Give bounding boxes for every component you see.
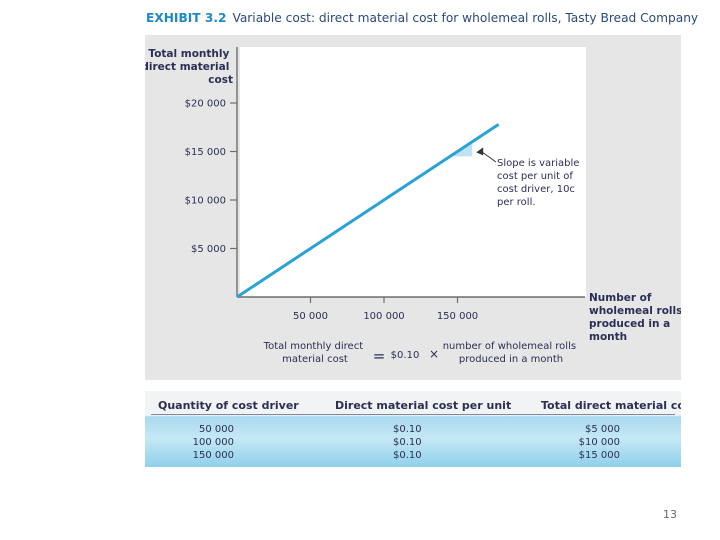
y-axis-title: Total monthly direct material cost — [145, 48, 233, 86]
series-line — [236, 123, 500, 299]
table-cell-r2-c3: $10 000 — [578, 437, 620, 448]
table-header-unit-cost: Direct material cost per unit — [335, 399, 512, 412]
annotation-leader — [480, 150, 497, 163]
y-axis-title-line-3: cost — [208, 74, 233, 86]
x-axis-title-line-1: Number of — [589, 292, 652, 304]
table-cell-r2-c2: $0.10 — [393, 437, 422, 448]
line-chart: Total monthly direct material cost Numbe… — [145, 47, 681, 365]
table-header-rule — [151, 414, 675, 415]
table-column-unit-cost: $0.10 $0.10 $0.10 — [393, 423, 422, 462]
equation-rhs-line-2: produced in a month — [459, 354, 563, 365]
table-cell-r1-c2: $0.10 — [393, 424, 422, 435]
y-ticks: $20 000 $15 000 $10 000 $5 000 — [185, 99, 237, 255]
x-tick-label-2: 150 000 — [437, 311, 478, 322]
exhibit-title: EXHIBIT 3.2 Variable cost: direct materia… — [146, 11, 698, 25]
annotation-line-1: Slope is variable — [497, 158, 579, 169]
equation-lhs-line-2: material cost — [282, 354, 348, 365]
table-cell-r1-c1: 50 000 — [199, 424, 234, 435]
series-layer — [236, 123, 500, 299]
equals-sign: = — [373, 347, 386, 365]
table-column-total-cost: $5 000 $10 000 $15 000 — [579, 423, 620, 462]
x-tick-label-0: 50 000 — [293, 311, 328, 322]
equation-lhs: Total monthly direct material cost — [263, 341, 367, 365]
annotation-text: Slope is variable cost per unit of cost dr… — [497, 158, 579, 208]
y-tick-label-3: $5 000 — [191, 244, 226, 255]
y-tick-label-0: $20 000 — [185, 99, 226, 110]
table-cell-r2-c1: 100 000 — [192, 437, 234, 448]
x-axis-title-line-4: month — [589, 331, 627, 343]
x-ticks: 50 000 100 000 150 000 — [293, 297, 478, 322]
table-header-total-cost: Total direct material cost — [541, 399, 681, 412]
equation-rhs-line-1: number of wholemeal rolls — [443, 341, 576, 352]
times-sign: × — [429, 347, 439, 361]
y-axis-title-line-1: Total monthly — [148, 48, 229, 60]
annotation-line-3: cost driver, 10c — [497, 184, 575, 195]
table-cell-r3-c3: $15 000 — [578, 450, 620, 461]
page-number: 13 — [663, 508, 677, 521]
annotation-arrowhead — [476, 147, 484, 156]
table-header-quantity: Quantity of cost driver — [158, 399, 299, 412]
x-tick-label-1: 100 000 — [363, 311, 404, 322]
x-axis-title-line-3: produced in a — [589, 318, 670, 330]
y-tick-label-1: $15 000 — [185, 147, 226, 158]
x-axis-title-line-2: wholemeal rolls — [589, 305, 681, 317]
equation-rate: $0.10 — [391, 350, 420, 361]
cost-equation: Total monthly direct material cost = $0.… — [263, 341, 580, 365]
annotation-line-4: per roll. — [497, 197, 536, 208]
exhibit-label: EXHIBIT 3.2 — [146, 11, 227, 25]
table-column-quantity: 50 000 100 000 150 000 — [193, 423, 234, 462]
table-cell-r1-c3: $5 000 — [585, 424, 620, 435]
equation-lhs-line-1: Total monthly direct — [263, 341, 364, 352]
chart-panel: Total monthly direct material cost Numbe… — [145, 35, 681, 380]
y-tick-label-2: $10 000 — [185, 196, 226, 207]
data-table: Quantity of cost driver Direct material … — [145, 391, 681, 467]
slope-annotation: Slope is variable cost per unit of cost dr… — [476, 147, 579, 208]
y-axis-title-line-2: direct material — [145, 61, 229, 73]
table-cell-r3-c2: $0.10 — [393, 450, 422, 461]
equation-rhs: number of wholemeal rolls produced in a … — [443, 341, 580, 365]
x-axis-title: Number of wholemeal rolls produced in a … — [589, 292, 681, 343]
exhibit-caption: Variable cost: direct material cost for … — [232, 11, 699, 25]
table-cell-r3-c1: 150 000 — [192, 450, 234, 461]
annotation-line-2: cost per unit of — [497, 171, 573, 182]
